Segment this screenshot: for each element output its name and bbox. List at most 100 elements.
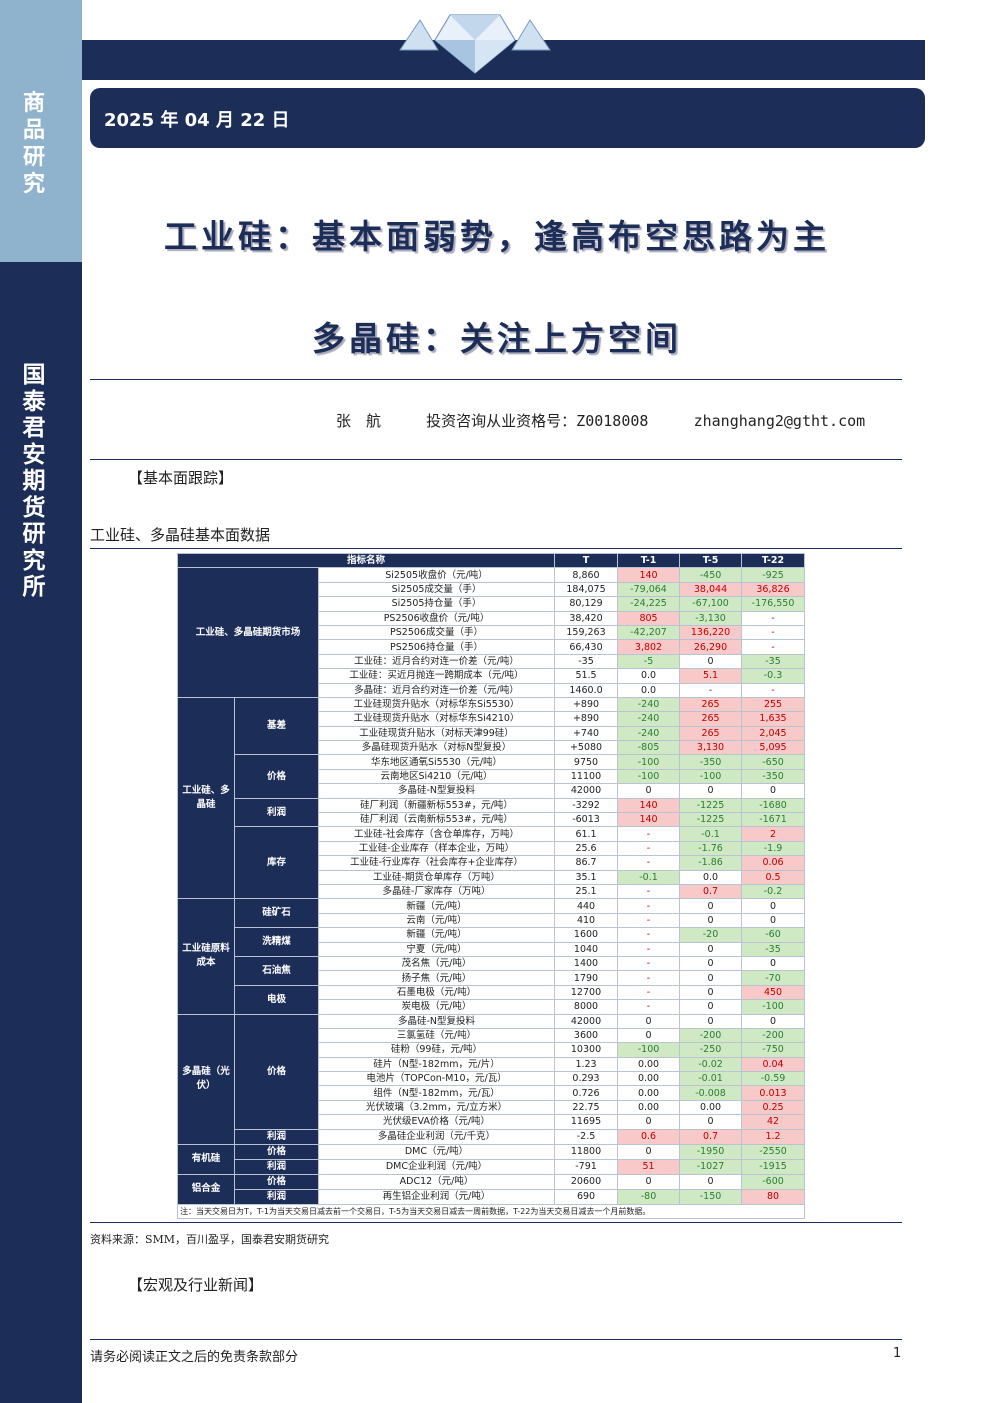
value-t22: 0	[741, 912, 806, 929]
value-t22: 0.25	[741, 1099, 806, 1116]
indicator-name: 石墨电极（元/吨）	[317, 984, 556, 1001]
sub-title: 多晶硅：关注上方空间	[312, 319, 682, 358]
value-t1: 140	[617, 567, 681, 583]
value-t1: -0.1	[617, 869, 681, 885]
table-row: 利润 DMC企业利润（元/吨） -791 51 -1027 -1915	[178, 1158, 806, 1175]
value-t1: -	[617, 955, 681, 972]
section-fundamentals: 【基本面跟踪】	[128, 469, 234, 487]
table-row: 利润 多晶硅企业利润（元/千克） -2.5 0.6 0.7 1.2	[178, 1128, 806, 1145]
indicator-name: 硅粉（99硅，元/吨）	[317, 1042, 556, 1058]
indicator-name: 多晶硅现货升贴水（对标N型复投）	[317, 740, 556, 756]
value-t1: 140	[617, 797, 681, 814]
group-label: 工业硅原料成本	[177, 898, 235, 1015]
author-license: 投资咨询从业资格号：Z0018008	[426, 412, 649, 430]
value-t: +5080	[554, 740, 619, 756]
value-t1: 0	[617, 783, 681, 799]
value-t1: 51	[617, 1158, 681, 1175]
indicator-name: 电池片（TOPCon-M10，元/瓦）	[317, 1071, 556, 1087]
value-t5: 0.0	[679, 869, 743, 885]
value-t: 80,129	[554, 596, 619, 612]
indicator-name: 茂名焦（元/吨）	[317, 955, 556, 972]
indicator-name: 再生铝企业利润（元/吨）	[317, 1188, 556, 1205]
value-t22: -1915	[741, 1158, 806, 1175]
value-t: 22.75	[554, 1099, 619, 1116]
divider-author	[90, 459, 902, 460]
indicator-name: 工业硅：买近月抛连一跨期成本（元/吨）	[317, 668, 556, 684]
value-t1: 0	[617, 1027, 681, 1044]
value-t: +890	[554, 696, 619, 713]
value-t: 1400	[554, 955, 619, 972]
table-row: 多晶硅（光伏） 价格 多晶硅-N型复投料 42000 0 0 0	[177, 1013, 806, 1145]
value-t1: 0	[617, 1114, 681, 1130]
indicator-name: DMC（元/吨）	[317, 1143, 556, 1160]
indicator-name: 云南（元/吨）	[317, 912, 556, 929]
table-row: 电极 石墨电极（元/吨） 12700-0 450	[178, 984, 806, 1015]
sidebar-bottom	[0, 262, 82, 1403]
value-t1: -	[617, 883, 681, 900]
value-t22: 0	[741, 898, 806, 914]
value-t22: 0.04	[741, 1056, 806, 1073]
value-t5: 0	[679, 783, 743, 799]
value-t5: -350	[679, 754, 743, 770]
table-row: 铝合金 价格 ADC12（元/吨） 20600 0 0 -600	[177, 1173, 806, 1205]
value-t: 3600	[554, 1027, 619, 1044]
value-t22: 80	[741, 1188, 806, 1205]
value-t5: 0.7	[679, 1128, 743, 1145]
author-email[interactable]: zhanghang2@gtht.com	[693, 412, 866, 430]
value-t: 8,860	[554, 567, 619, 583]
value-t22: 0	[741, 1013, 806, 1029]
value-t22: 1.2	[741, 1128, 806, 1145]
value-t5: 265	[679, 711, 743, 727]
author-name: 张 航	[336, 412, 382, 430]
sidebar-top	[0, 0, 82, 262]
value-t: -791	[554, 1158, 619, 1175]
table-row: 工业硅、多晶硅期货市场 Si2505收盘价（元/吨） 8,860 140 -450 -92…	[177, 567, 806, 698]
indicator-name: 硅厂利润（新疆新标553#，元/吨）	[317, 797, 556, 814]
table-row: 多晶硅-厂家库存（万吨） 25.1-0.7 -0.2	[178, 883, 806, 900]
indicator-name: 多晶硅：近月合约对连一价差（元/吨）	[317, 682, 556, 698]
value-t22: 0.013	[741, 1085, 806, 1101]
table-row: 工业硅、多晶硅 基差 工业硅现货升贴水（对标华东Si5530） +890 -240 265…	[177, 696, 806, 900]
value-t: -3292	[554, 797, 619, 814]
value-t5: 265	[679, 696, 743, 713]
indicator-name: PS2506收盘价（元/吨）	[317, 610, 556, 626]
value-t5: 0	[679, 912, 743, 929]
value-t5: -1950	[679, 1143, 743, 1160]
value-t22: 2,045	[741, 725, 806, 742]
value-t: 25.1	[554, 883, 619, 900]
value-t22: -200	[741, 1027, 806, 1044]
value-t5: 3,130	[679, 740, 743, 756]
table-row: 多晶硅现货升贴水（对标N型复投） +5080 -805 3,130 5,095	[178, 740, 806, 756]
value-t1: -805	[617, 740, 681, 756]
value-t: 1460.0	[554, 682, 619, 698]
subgroup-label: 价格	[234, 1173, 319, 1190]
value-t22: 36,826	[741, 581, 806, 598]
value-t: 12700	[554, 984, 619, 1001]
divider-figure	[90, 548, 902, 549]
value-t: 11695	[554, 1114, 619, 1130]
value-t1: -	[617, 855, 681, 871]
table-note: 注：当天交易日为T，T-1为当天交易日减去前一个交易日，T-5为当天交易日减去一…	[176, 1203, 806, 1220]
value-t5: -1225	[679, 797, 743, 814]
value-t: 0.293	[554, 1071, 619, 1087]
sidebar-label-institute: 国泰君安期货研究所	[22, 361, 46, 600]
figure-title: 工业硅、多晶硅基本面数据	[90, 526, 271, 544]
table-row: 有机硅 价格 DMC（元/吨） 11800 0 -1950 -2550	[177, 1143, 806, 1175]
table-row: 库存 工业硅-社会库存（含仓单库存，万吨） 61.1- -0.1 2	[178, 826, 806, 900]
value-t: 10300	[554, 1042, 619, 1058]
table-row: 硅厂利润（云南新标553#，元/吨） -6013 140 -1225 -1671	[178, 812, 806, 828]
author-line: 张 航 投资咨询从业资格号：Z0018008 zhanghang2@gtht.c…	[336, 410, 865, 431]
value-t: +890	[554, 711, 619, 727]
indicator-name: 华东地区通氧Si5530（元/吨）	[317, 754, 556, 770]
subgroup-label: 洗精煤	[234, 927, 319, 957]
value-t22: -60	[741, 927, 806, 943]
value-t22: 2	[741, 826, 806, 842]
value-t22: -0.3	[741, 668, 806, 684]
value-t: 1600	[554, 927, 619, 943]
value-t: 66,430	[554, 639, 619, 655]
indicator-name: 多晶硅企业利润（元/千克）	[317, 1128, 556, 1145]
page-number: 1	[893, 1346, 902, 1361]
value-t22: -176,550	[741, 596, 806, 612]
indicator-name: 新疆（元/吨）	[317, 898, 556, 914]
table-row: 工业硅-行业库存（社会库存+企业库存） 86.7- -1.86 0.06	[178, 855, 806, 871]
